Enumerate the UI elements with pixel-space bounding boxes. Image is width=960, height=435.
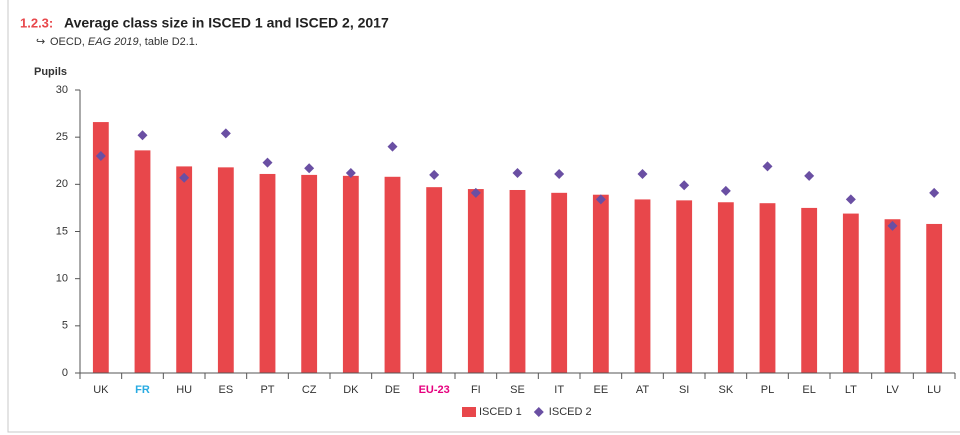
x-tick-label: LV [886,384,899,396]
bar [926,223,943,373]
source-suffix: , table D2.1. [139,36,198,48]
bar [259,173,276,373]
source: OECD, EAG 2019, table D2.1. [50,36,198,48]
y-tick-label: 5 [62,320,68,332]
bar [426,187,443,373]
bar [301,174,318,373]
x-tick-label: HU [176,384,192,396]
source-prefix: OECD, [50,36,88,48]
legend-label: ISCED 1 [479,406,522,418]
bar [176,166,193,373]
x-tick-label: AT [636,384,650,396]
x-tick-label: DK [343,384,359,396]
legend-swatch [462,407,476,417]
x-tick-label: EU-23 [419,384,450,396]
figure-number: 1.2.3: [20,15,53,30]
x-tick-label: SE [510,384,525,396]
panel-frame [7,0,960,433]
diamond-marker [512,168,523,179]
bar [634,199,651,373]
bar [92,122,109,373]
x-tick-label: SI [679,384,689,396]
x-tick-label: IT [554,384,564,396]
x-tick-label: FR [135,384,150,396]
bar [717,202,734,373]
bar [842,213,859,373]
diamond-marker [762,161,773,172]
source-arrow: ↪ [36,36,45,48]
x-tick-label: EL [802,384,815,396]
bar [217,167,234,373]
y-tick-label: 0 [62,367,68,379]
x-tick-label: LT [845,384,857,396]
bar [342,175,359,373]
legend-swatch [533,407,544,417]
bar [551,192,568,373]
y-tick-label: 20 [56,178,68,190]
x-tick-label: PT [260,384,274,396]
diamond-marker [429,169,440,180]
bar [384,176,401,373]
bar [884,219,901,373]
y-axis-label: Pupils [34,66,67,78]
diamond-marker [929,187,940,198]
diamond-marker [845,194,856,205]
x-tick-label: CZ [302,384,317,396]
diamond-marker [679,180,690,191]
bar [592,194,609,373]
x-tick-label: UK [93,384,109,396]
diamond-marker [720,185,731,196]
diamond-marker [554,168,565,179]
diamond-marker [95,151,106,162]
bar [801,207,818,373]
bar [509,189,526,373]
diamond-marker [137,130,148,141]
diamond-marker [595,194,606,205]
legend-label: ISCED 2 [549,406,592,418]
x-tick-label: SK [718,384,733,396]
bar [467,189,484,373]
diamond-marker [887,220,898,231]
diamond-marker [387,141,398,152]
y-tick-label: 30 [56,84,68,96]
diamond-marker [179,172,190,183]
x-tick-label: ES [218,384,233,396]
y-tick-label: 25 [56,131,68,143]
diamond-marker [470,187,481,198]
chart-title: Average class size in ISCED 1 and ISCED … [64,15,389,31]
diamond-marker [637,168,648,179]
bar [676,200,693,373]
diamond-marker [304,163,315,174]
source-italic: EAG 2019 [88,36,139,48]
x-tick-label: PL [761,384,774,396]
diamond-marker [262,157,273,168]
x-tick-label: FI [471,384,481,396]
diamond-marker [804,170,815,181]
x-tick-label: EE [593,384,608,396]
x-tick-label: DE [385,384,400,396]
x-tick-label: LU [927,384,941,396]
bar [759,203,776,373]
diamond-marker [345,168,356,179]
bar [134,150,151,373]
y-tick-label: 15 [56,225,68,237]
y-tick-label: 10 [56,273,68,285]
diamond-marker [220,128,231,139]
